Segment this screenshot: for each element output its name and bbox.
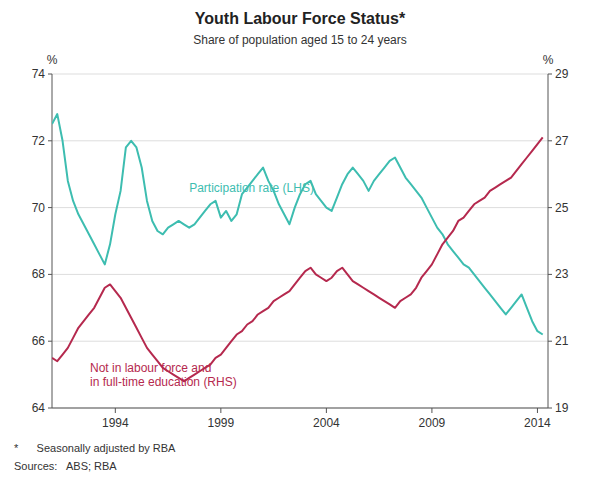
x-tick	[431, 408, 432, 413]
y-tick-label: 72	[32, 134, 46, 148]
y2-tick-label: 29	[555, 67, 569, 81]
y-axis: 64 66 68 70 72 74	[32, 67, 52, 415]
x-axis: 1994 1999 2004 2009 2014	[102, 408, 551, 430]
lines	[52, 114, 543, 381]
x-tick-label: 1994	[102, 416, 129, 430]
y2-tick	[548, 140, 552, 141]
title: Youth Labour Force Status*	[195, 10, 406, 27]
y-tick	[48, 74, 52, 75]
series-line	[52, 137, 543, 381]
y2-tick-label: 21	[555, 334, 569, 348]
grid-line	[52, 74, 548, 75]
x-tick-label: 2014	[524, 416, 551, 430]
y2-axis-line	[548, 74, 549, 408]
y2-axis: 19 21 23 25 27 29	[548, 67, 569, 415]
y2-tick-label: 23	[555, 267, 569, 281]
y2-tick	[548, 408, 552, 409]
annotation: in full-time education (RHS)	[90, 375, 237, 389]
y2-tick	[548, 207, 552, 208]
subtitle: Share of population aged 15 to 24 years	[193, 33, 407, 47]
y2-tick-label: 19	[555, 401, 569, 415]
y-tick	[48, 140, 52, 141]
chart: Youth Labour Force Status* Share of popul…	[0, 0, 600, 488]
y2-tick	[548, 274, 552, 275]
y2-tick	[548, 341, 552, 342]
x-tick-label: 1999	[207, 416, 234, 430]
y-tick-label: 68	[32, 267, 46, 281]
y-tick	[48, 408, 52, 409]
y2-tick-label: 27	[555, 134, 569, 148]
grid	[52, 74, 548, 408]
y-tick-label: 70	[32, 201, 46, 215]
y-tick-label: 64	[32, 401, 46, 415]
grid-line	[52, 207, 548, 208]
y-axis-label: %	[47, 53, 58, 67]
y-tick-label: 66	[32, 334, 46, 348]
y-tick	[48, 341, 52, 342]
annotation: Not in labour force and	[90, 361, 211, 375]
footnote: * Seasonally adjusted by RBA	[14, 442, 176, 454]
sources: Sources: ABS; RBA	[14, 460, 117, 472]
y2-axis-label: %	[543, 53, 554, 67]
x-tick	[115, 408, 116, 413]
series-line	[52, 114, 543, 334]
y2-tick	[548, 74, 552, 75]
x-tick-label: 2004	[313, 416, 340, 430]
x-tick-label: 2009	[419, 416, 446, 430]
x-tick	[326, 408, 327, 413]
y-tick-label: 74	[32, 67, 46, 81]
grid-line	[52, 140, 548, 141]
annotation: Participation rate (LHS)	[189, 181, 314, 195]
y2-tick-label: 25	[555, 201, 569, 215]
x-tick	[537, 408, 538, 413]
y-tick	[48, 274, 52, 275]
grid-line	[52, 341, 548, 342]
grid-line	[52, 408, 548, 409]
x-axis-line	[52, 408, 548, 409]
y-tick	[48, 207, 52, 208]
x-tick	[220, 408, 221, 413]
